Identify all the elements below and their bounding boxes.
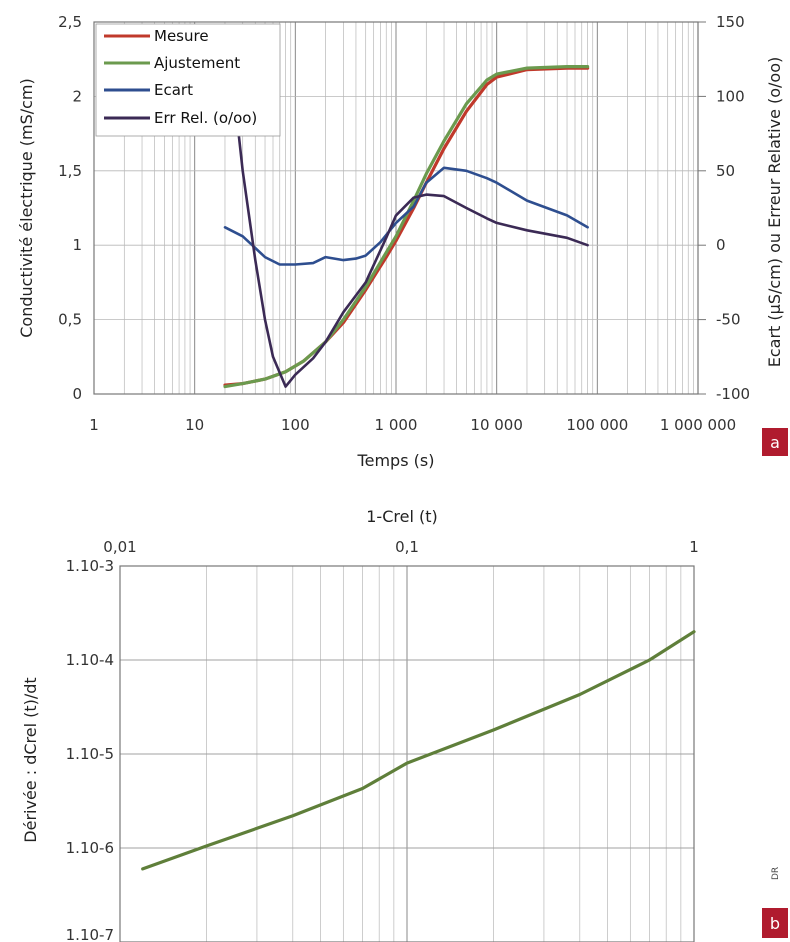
chart-b-grid: [119, 565, 694, 942]
chart-a-x-axis-title: Temps (s): [357, 451, 435, 470]
chart-a-y2-axis-title: Ecart (µS/cm) ou Erreur Relative (o/oo): [765, 57, 784, 367]
panel-b-badge: [762, 908, 788, 938]
chart-b-x-tick-label: 0,1: [395, 538, 419, 556]
series-derivative: [141, 630, 696, 871]
chart-a-y-tick-label: 2: [72, 87, 82, 105]
series-err-rel: [231, 80, 589, 388]
chart-a-y2-tick-label: 150: [716, 13, 745, 31]
chart-b-y-tick-label: 1.10-6: [66, 839, 114, 857]
series-ajustement: [223, 65, 590, 389]
chart-b-x-tick-label: 1: [689, 538, 699, 556]
chart-a-y-tick-label: 0,5: [58, 311, 82, 329]
chart-b-y-ticks: 1.10-7 1.10-6 1.10-5 1.10-4 1.10-3: [66, 557, 114, 942]
chart-a-x-ticks: 1 10 100 1 000 10 000 100 000 1 000 000: [89, 416, 736, 434]
chart-a-x-tick-label: 10 000: [470, 416, 523, 434]
panel-a-badge: [762, 428, 788, 456]
chart-b-y-tick-label: 1.10-5: [66, 745, 114, 763]
chart-a-y-tick-label: 2,5: [58, 13, 82, 31]
legend-label-ajustement: Ajustement: [154, 54, 240, 72]
chart-a-y-tick-label: 1,5: [58, 162, 82, 180]
chart-b-series: [141, 630, 696, 871]
legend-label-err-rel: Err Rel. (o/oo): [154, 109, 257, 127]
chart-a-x-tick-label: 100: [281, 416, 310, 434]
series-ecart: [223, 166, 589, 266]
legend-label-mesure: Mesure: [154, 27, 209, 45]
chart-a-y-ticks: 0 0,5 1 1,5 2 2,5: [58, 13, 82, 403]
panel-a-badge-label: a: [770, 433, 780, 452]
chart-b-x-ticks: 0,01 0,1 1: [103, 538, 698, 556]
chart-b-x-axis-title: 1-Crel (t): [366, 507, 437, 526]
chart-a-y2-tick-label: -50: [716, 311, 741, 329]
chart-a-y-axis-title: Conductivité électrique (mS/cm): [17, 78, 36, 337]
chart-a-series: [223, 65, 590, 389]
chart-b-y-tick-label: 1.10-7: [66, 926, 114, 942]
chart-b-x-tick-label: 0,01: [103, 538, 136, 556]
chart-a-y2-tick-label: 50: [716, 162, 735, 180]
chart-a-y2-tick-label: 0: [716, 236, 726, 254]
chart-b: 0,01 0,1 1 1.10-71.10-61.10-51.10-41.10-3 …: [21, 507, 788, 942]
chart-a-x-tick-label: 1: [89, 416, 99, 434]
chart-b-y-axis-title: Dérivée : dCrel (t)/dt: [21, 677, 40, 842]
chart-a: 1 10 100 1 000 10 000 100 000 1 000 000 00,511…: [17, 13, 788, 470]
legend-label-ecart: Ecart: [154, 81, 193, 99]
chart-a-y2-ticks: -100 -50 0 50 100 150: [698, 13, 750, 403]
chart-a-x-tick-label: 10: [185, 416, 204, 434]
chart-a-y-tick-label: 1: [72, 236, 82, 254]
chart-a-x-tick-label: 100 000: [566, 416, 628, 434]
chart-b-y-tick-label: 1.10-4: [66, 651, 114, 669]
credit-text: DR: [771, 867, 781, 880]
chart-b-y-tick-label: 1.10-3: [66, 557, 114, 575]
chart-a-x-tick-label: 1 000 000: [660, 416, 736, 434]
chart-a-legend: Mesure Ajustement Ecart Err Rel. (o/oo): [95, 23, 281, 137]
chart-b-plot-frame: [119, 565, 695, 942]
chart-a-y2-tick-label: -100: [716, 385, 750, 403]
chart-a-plot-frame: [93, 21, 699, 395]
chart-a-y-tick-label: 0: [72, 385, 82, 403]
chart-a-y2-tick-label: 100: [716, 87, 745, 105]
chart-a-x-tick-label: 1 000: [375, 416, 418, 434]
panel-b-badge-label: b: [770, 914, 780, 933]
